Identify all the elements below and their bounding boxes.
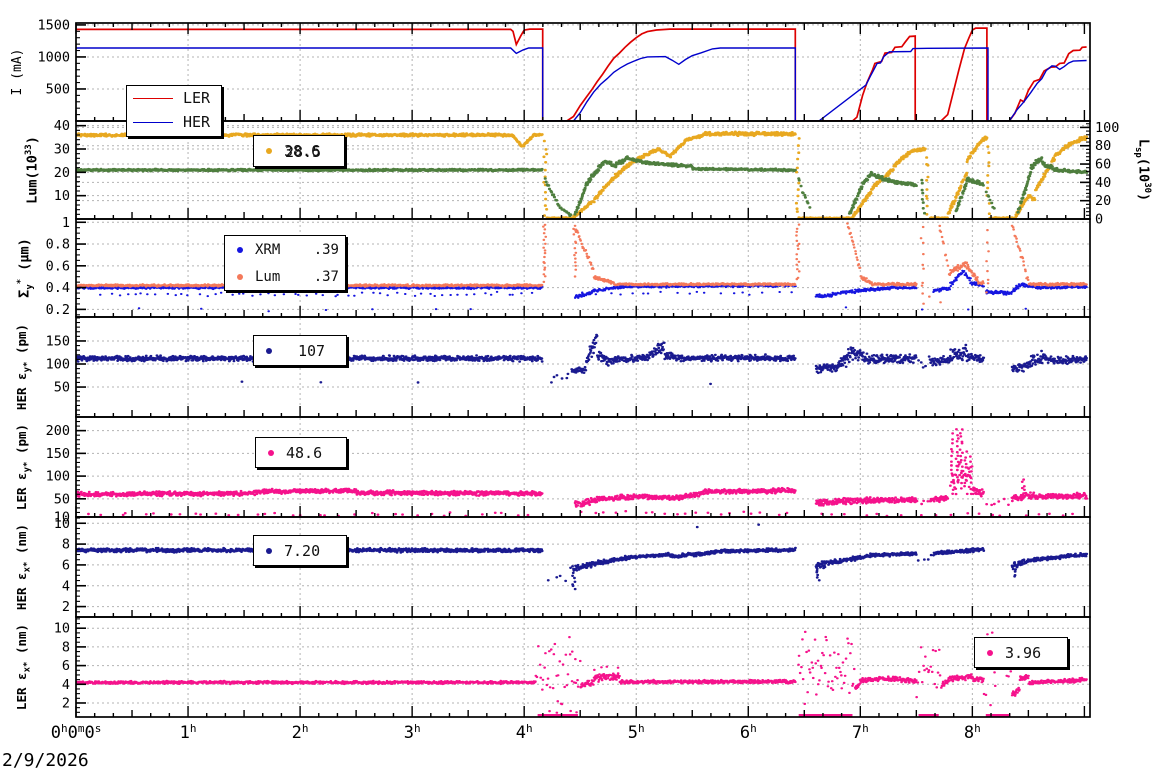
svg-text:6: 6 <box>62 557 70 573</box>
x-tick-3h: 3h <box>403 722 421 743</box>
svg-text:100: 100 <box>46 469 70 485</box>
panel-sigma_y: 0.2 0.4 0.6 0.8 1 <box>46 215 1091 318</box>
svg-text:8: 8 <box>62 639 70 655</box>
lum-value-a: 38.6 <box>284 142 321 160</box>
her-ex-dot-icon <box>266 547 272 554</box>
ler-ex-value-box: 3.96 <box>974 637 1068 668</box>
panel-ler_ex: 2 4 6 8 10 <box>54 616 1091 718</box>
y-axis-label-her-ex: HER εx* (nm) <box>14 523 33 611</box>
svg-text:60: 60 <box>1095 157 1111 173</box>
sigma-value-lum: .37 <box>313 268 339 285</box>
svg-text:1000: 1000 <box>37 49 70 65</box>
legend-row-her: HER <box>127 110 221 134</box>
panel-lum: 10 20 30 40 0 20 40 60 80 100 <box>54 118 1120 227</box>
sigma-label-xrm: XRM <box>255 241 281 258</box>
svg-text:500: 500 <box>46 81 70 97</box>
y-axis-label-ler-ex: LER εx* (nm) <box>14 623 33 711</box>
y-axis-label-lum: Lum(1033) <box>24 136 41 204</box>
svg-text:10: 10 <box>54 621 70 637</box>
lum-value-box: 38.6 28.5 <box>253 135 345 167</box>
svg-text:50: 50 <box>54 380 70 396</box>
svg-text:50: 50 <box>54 491 70 507</box>
svg-text:0.6: 0.6 <box>46 258 70 274</box>
ler-ey-value: 48.6 <box>286 443 323 462</box>
svg-text:150: 150 <box>46 446 70 462</box>
panel-her_ey: 50 100 150 <box>46 316 1091 418</box>
sigma-value-xrm: .39 <box>313 241 339 258</box>
y-axis-label-her-ey: HER εy* (pm) <box>14 323 33 411</box>
her-ex-value: 7.20 <box>284 541 321 560</box>
ler-ex-value: 3.96 <box>1005 643 1042 662</box>
svg-text:80: 80 <box>1095 138 1111 154</box>
ler-ex-dot-icon <box>987 649 993 656</box>
sigma-label-lum: Lum <box>255 268 281 285</box>
legend-current: LER HER <box>126 85 222 137</box>
panel-her_ex: 2 4 6 8 10 <box>54 516 1091 618</box>
her-ey-value-box: 107 <box>253 335 347 366</box>
y-axis-label-current: I (mA) <box>10 48 25 96</box>
sigma-lum-dot-icon <box>237 273 243 280</box>
sigma-row-xrm: XRM .39 <box>225 236 345 263</box>
y-axis-label-sigma-y: Σy* (μm) <box>16 238 36 298</box>
svg-text:100: 100 <box>46 357 70 373</box>
lum-value-b: 28.5 <box>285 143 322 161</box>
her-ey-value: 107 <box>298 341 326 360</box>
her-line-sample <box>133 121 173 123</box>
xrm-dot-icon <box>237 246 243 253</box>
ler-ey-value-box: 48.6 <box>255 437 347 468</box>
svg-text:2: 2 <box>62 695 70 711</box>
svg-text:40: 40 <box>54 118 70 134</box>
svg-text:20: 20 <box>1095 193 1111 209</box>
y-axis-label-ler-ey: LER εy* (pm) <box>14 423 33 511</box>
legend-label-her: HER <box>183 113 211 131</box>
legend-row-ler: LER <box>127 86 221 110</box>
svg-text:10: 10 <box>54 510 70 526</box>
svg-text:150: 150 <box>46 333 70 349</box>
her-ex-value-box: 7.20 <box>253 535 347 566</box>
y-axis-label-lsp: Lsp(1030) <box>1132 138 1152 202</box>
panel-ler_ey: 10 50 100 150 200 <box>46 416 1091 526</box>
svg-text:4: 4 <box>62 677 70 693</box>
x-tick-4h: 4h <box>515 722 533 743</box>
svg-text:6: 6 <box>62 658 70 674</box>
x-tick-origin: 0h0m0s <box>50 722 102 743</box>
svg-text:8: 8 <box>62 537 70 553</box>
x-tick-7h: 7h <box>851 722 869 743</box>
svg-text:20: 20 <box>54 165 70 181</box>
svg-text:2: 2 <box>62 599 70 615</box>
svg-text:40: 40 <box>1095 175 1111 191</box>
lum-value-overlap: 38.6 28.5 <box>284 142 328 161</box>
svg-text:0.8: 0.8 <box>46 237 70 253</box>
sigma-row-lum: Lum .37 <box>225 263 345 290</box>
legend-label-ler: LER <box>183 89 211 107</box>
svg-text:0: 0 <box>1095 212 1103 228</box>
x-tick-2h: 2h <box>291 722 309 743</box>
ler-ey-dot-icon <box>268 449 274 456</box>
lum-dot-icon <box>266 148 272 154</box>
svg-text:10: 10 <box>54 188 70 204</box>
x-tick-5h: 5h <box>627 722 645 743</box>
svg-text:1500: 1500 <box>37 17 70 33</box>
her-ey-dot-icon <box>266 347 272 354</box>
svg-text:10: 10 <box>54 516 70 532</box>
svg-text:0.4: 0.4 <box>46 280 70 296</box>
sigma-legend-box: XRM .39 Lum .37 <box>224 235 346 291</box>
svg-text:200: 200 <box>46 423 70 439</box>
svg-text:30: 30 <box>54 142 70 158</box>
svg-text:0.2: 0.2 <box>46 302 70 318</box>
x-tick-6h: 6h <box>739 722 757 743</box>
x-tick-8h: 8h <box>963 722 981 743</box>
date-label: 2/9/2026 <box>2 750 89 771</box>
svg-text:1: 1 <box>62 215 70 231</box>
svg-text:100: 100 <box>1095 120 1119 136</box>
x-tick-1h: 1h <box>179 722 197 743</box>
svg-text:4: 4 <box>62 578 70 594</box>
ler-line-sample <box>133 97 173 99</box>
